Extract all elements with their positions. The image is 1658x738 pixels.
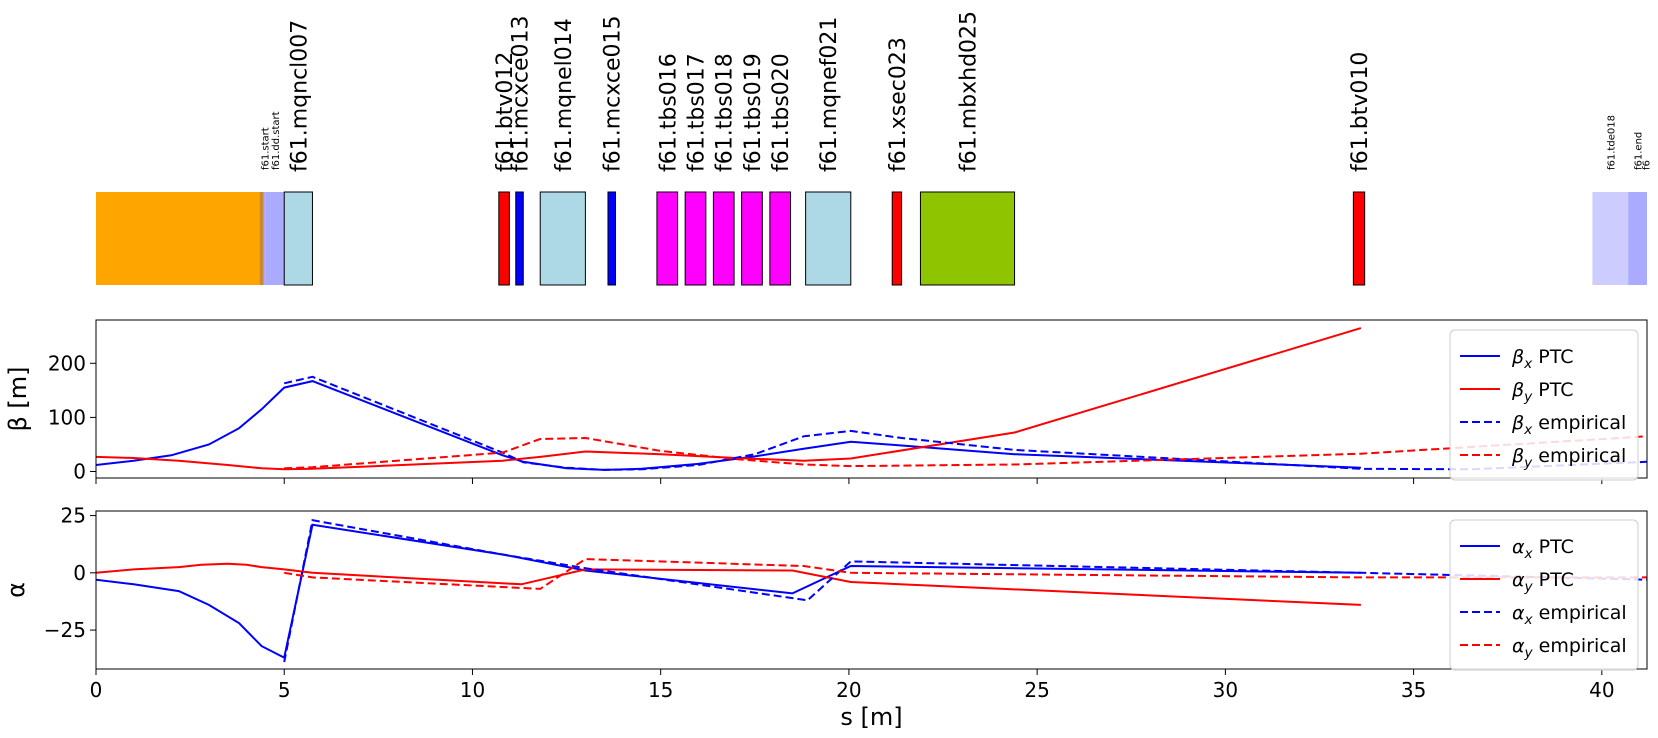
y-tick-label: 25 [61, 504, 86, 528]
element-box [684, 191, 707, 286]
element-label: f61.tbs019 [741, 53, 766, 172]
element-label: f61.xsec023 [886, 37, 911, 172]
element-box [741, 191, 763, 286]
series-line [284, 435, 1647, 470]
element-label: f61.mqnef021 [817, 17, 842, 172]
x-tick-label: 40 [1589, 678, 1614, 702]
element-box [805, 191, 852, 286]
y-tick-label: 0 [73, 460, 86, 484]
element-box [712, 191, 735, 286]
element-label: f61.tde018 [1606, 115, 1617, 170]
element-box [96, 192, 262, 285]
series-line [96, 523, 1361, 660]
element-box [498, 191, 510, 286]
element-label: f61.dd.start [271, 111, 282, 170]
element-box [656, 191, 679, 286]
legend-label: βx PTC [1511, 346, 1574, 372]
element-label: f61.mqnel014 [552, 18, 577, 172]
element-label: f61.tbs016 [656, 53, 681, 172]
series-line [284, 558, 1647, 590]
element-label: f6 [1641, 160, 1652, 170]
element-label: f61.mcxce015 [601, 15, 626, 172]
x-tick-label: 30 [1213, 678, 1238, 702]
series-line [96, 380, 1361, 471]
element-box [919, 191, 1016, 286]
element-box [891, 191, 903, 286]
legend-label: βy empirical [1511, 445, 1626, 471]
x-tick-label: 25 [1024, 678, 1049, 702]
x-tick-label: 10 [460, 678, 485, 702]
beta-function-panel: 0 100 200 β [m] βx PTC βy PTC βx empirical βy e… [4, 319, 1648, 484]
element-label: f61.mqncl007 [287, 20, 312, 172]
x-tick-label: 0 [90, 678, 103, 702]
element-label: f61.end [1634, 132, 1645, 170]
alpha-function-panel: −25 0 25 0 5 10 15 20 25 30 35 40 α s [m] αx PTC αy PTC… [2, 504, 1648, 731]
element-label: f61.start [260, 127, 271, 170]
plot-frame [95, 319, 1648, 479]
element-box [1628, 192, 1647, 285]
y-tick-label: −25 [44, 618, 86, 642]
element-label: f61.btv012 [493, 52, 518, 172]
element-label: f61.mcxce013 [509, 15, 534, 172]
element-box [265, 192, 285, 285]
y-tick-label: 100 [48, 405, 86, 429]
series-line [96, 327, 1362, 471]
series-line [96, 562, 1361, 606]
legend-box [1449, 519, 1639, 671]
x-axis-label: s [m] [840, 703, 902, 731]
element-label: f61.btv010 [1348, 52, 1373, 172]
y-tick-label: 200 [48, 351, 86, 375]
element-label: f61.mbxhd025 [956, 11, 981, 172]
element-box [607, 191, 617, 286]
legend-label: αx PTC [1512, 536, 1574, 562]
element-label: f61.tbs018 [713, 53, 738, 172]
element-box [539, 191, 586, 286]
element-box [263, 192, 266, 285]
x-tick-label: 20 [836, 678, 861, 702]
y-axis-label: β [m] [4, 366, 32, 431]
element-label: f61.tbs017 [685, 53, 710, 172]
element-box [1352, 191, 1366, 286]
x-tick-label: 35 [1401, 678, 1426, 702]
lattice-layout-panel: f61.start f61.dd.start f61.mqncl007 f61.btv… [96, 11, 1652, 286]
series-line [283, 519, 1647, 663]
legend-label: βx empirical [1511, 412, 1626, 438]
x-tick-label: 15 [648, 678, 673, 702]
y-tick-label: 0 [73, 561, 86, 585]
legend-label: βy PTC [1511, 379, 1574, 405]
plot-frame [95, 510, 1648, 670]
element-box [515, 191, 524, 286]
legend-label: αy empirical [1512, 635, 1627, 661]
legend-label: αx empirical [1512, 602, 1627, 628]
y-axis-label: α [2, 582, 30, 598]
legend-box [1449, 329, 1639, 481]
x-tick-label: 5 [278, 678, 291, 702]
series-line [283, 375, 1647, 471]
element-box [1592, 192, 1629, 285]
element-box [769, 191, 792, 286]
element-box [1643, 192, 1647, 285]
element-box [259, 192, 264, 285]
element-label: f61.tbs020 [769, 53, 794, 172]
legend-label: αy PTC [1512, 569, 1574, 595]
element-box [283, 191, 313, 286]
